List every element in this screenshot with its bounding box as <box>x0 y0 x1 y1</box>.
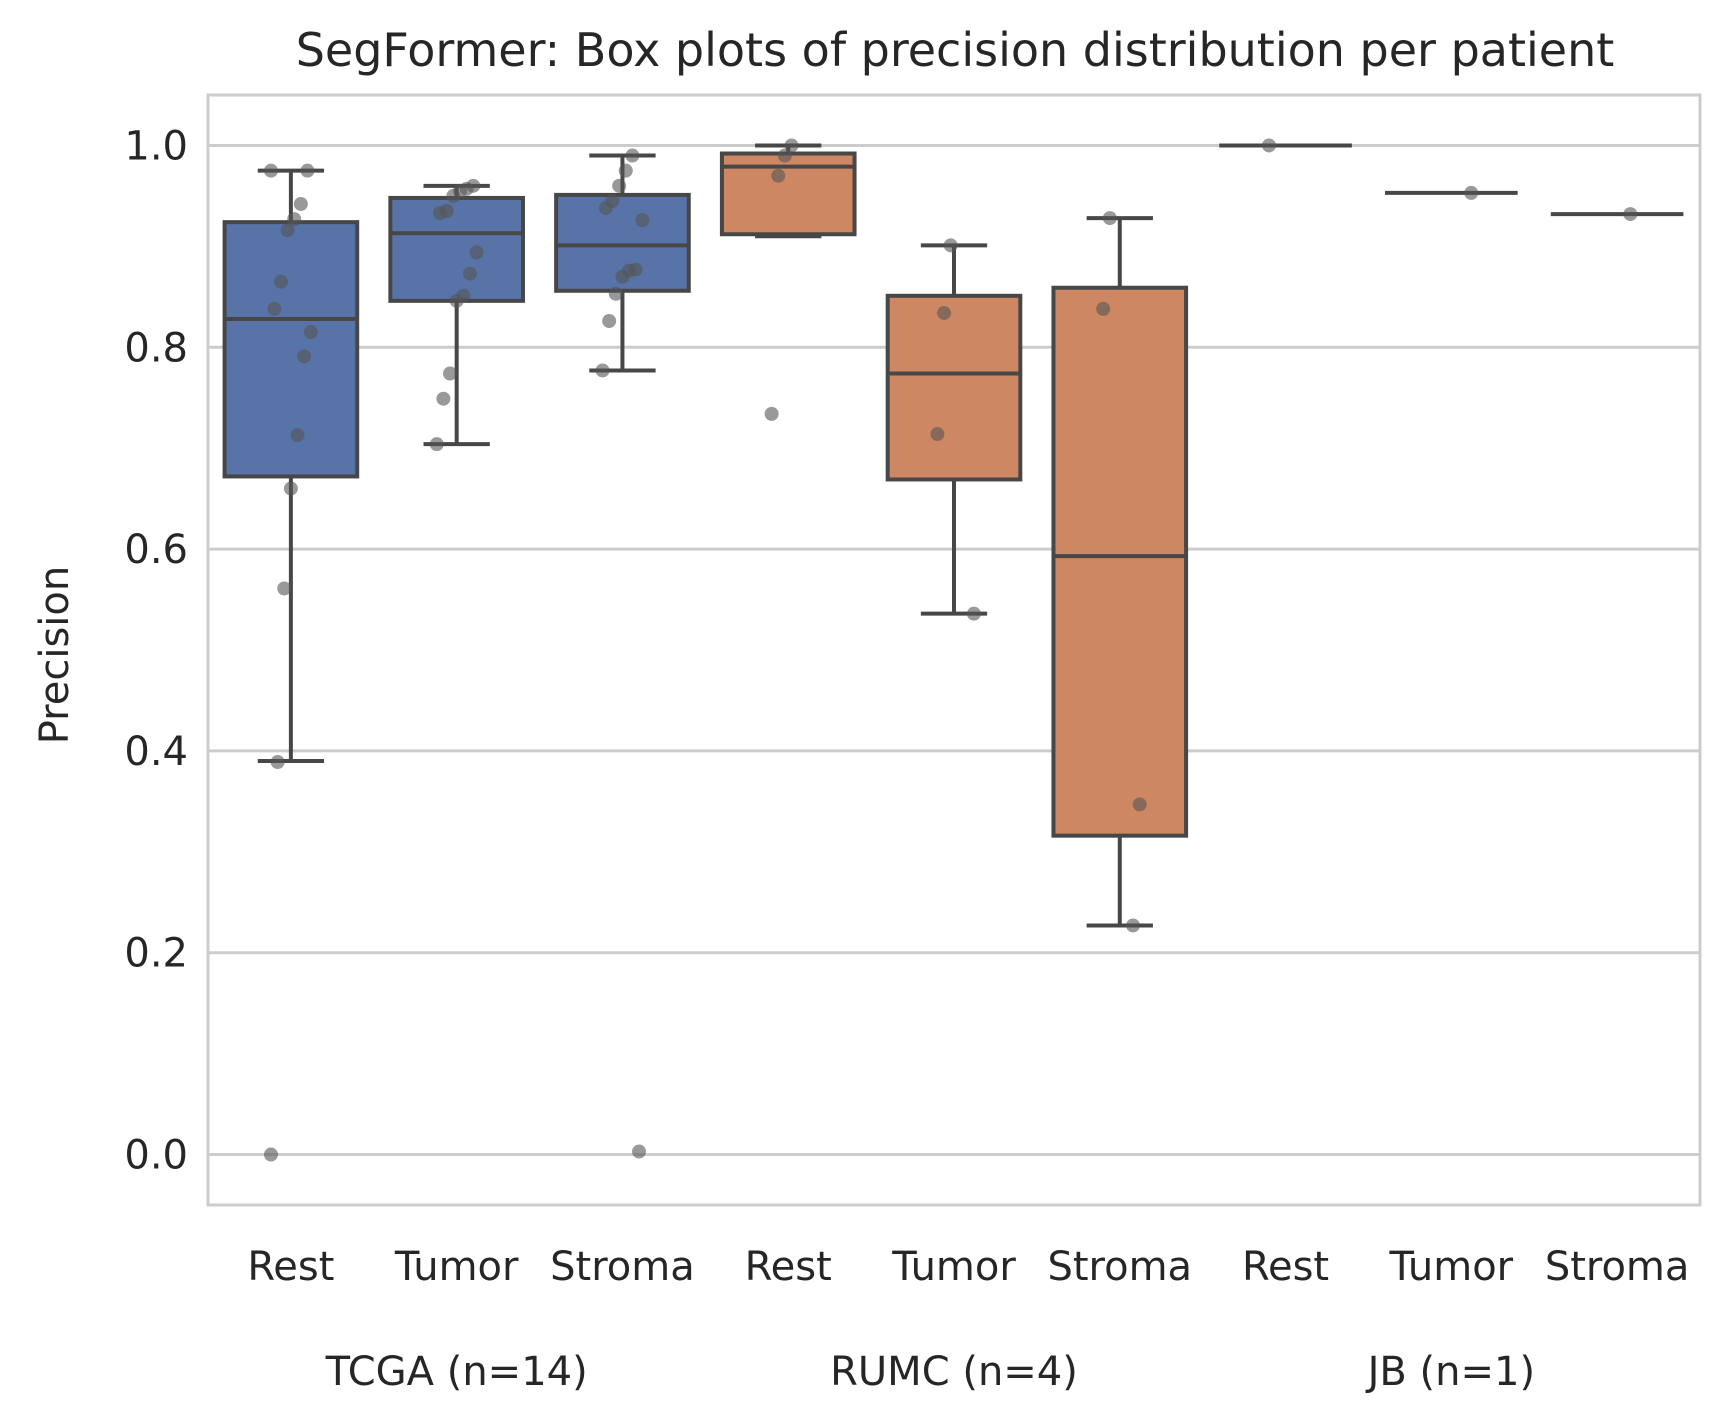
data-point <box>595 363 610 378</box>
x-tick-label: Stroma <box>550 1244 695 1290</box>
group-label: TCGA (n=14) <box>325 1349 588 1395</box>
data-point <box>300 163 315 178</box>
box-tumor <box>885 243 1023 616</box>
box-body <box>222 220 360 479</box>
x-tick-label: Stroma <box>1545 1244 1690 1290</box>
data-point <box>937 305 952 320</box>
points <box>263 138 1638 1162</box>
data-point <box>608 286 623 301</box>
y-axis-label: Precision <box>32 566 78 744</box>
data-point <box>1102 211 1117 226</box>
data-point <box>618 163 633 178</box>
y-tick-label: 0.6 <box>124 527 188 573</box>
data-point <box>287 212 302 227</box>
data-point <box>303 325 318 340</box>
data-point <box>764 406 779 421</box>
data-point <box>297 349 312 364</box>
data-point <box>966 606 981 621</box>
box-rest <box>719 143 857 239</box>
data-point <box>436 391 451 406</box>
data-point <box>280 223 295 238</box>
data-point <box>784 138 799 153</box>
group-label: JB (n=1) <box>1365 1349 1535 1395</box>
x-tick-label: Tumor <box>1389 1244 1514 1290</box>
group-label: RUMC (n=4) <box>830 1349 1078 1395</box>
chart-title: SegFormer: Box plots of precision distri… <box>296 23 1615 77</box>
data-point <box>1132 797 1147 812</box>
data-point <box>943 238 958 253</box>
y-tick-label: 0.8 <box>124 325 188 371</box>
box-body <box>388 195 525 303</box>
boxes <box>222 143 1684 928</box>
x-tick-label: Rest <box>1242 1244 1329 1290</box>
data-point <box>469 245 484 260</box>
box-tumor <box>388 183 525 447</box>
data-point <box>263 1147 278 1162</box>
data-point <box>446 188 461 203</box>
plot-frame <box>206 93 1702 1207</box>
group-labels: TCGA (n=14) RUMC (n=4) JB (n=1) <box>325 1349 1535 1395</box>
y-tick-label: 0.0 <box>124 1133 188 1179</box>
data-point <box>267 301 282 316</box>
data-point <box>443 366 458 381</box>
data-point <box>273 274 288 289</box>
data-point <box>602 314 617 329</box>
data-point <box>612 178 627 193</box>
data-point <box>625 148 640 163</box>
data-point <box>270 755 285 770</box>
box-body <box>1051 285 1189 838</box>
data-point <box>1126 918 1141 933</box>
y-tick-label: 0.2 <box>124 931 188 977</box>
data-point <box>263 163 278 178</box>
data-point <box>462 266 477 281</box>
data-point <box>777 148 792 163</box>
y-tick-label: 0.4 <box>124 729 188 775</box>
x-tick-label: Rest <box>247 1244 334 1290</box>
x-tick-labels: Rest Tumor Stroma Rest Tumor Stroma Rest Tumor S… <box>247 1244 1689 1290</box>
data-point <box>449 293 464 308</box>
data-point <box>277 581 292 596</box>
y-tick-labels: 0.0 0.2 0.4 0.6 0.8 1.0 <box>124 123 188 1178</box>
data-point <box>615 269 630 284</box>
data-point <box>290 428 305 443</box>
x-tick-label: Rest <box>745 1244 832 1290</box>
x-tick-label: Tumor <box>394 1244 519 1290</box>
data-point <box>1464 185 1479 200</box>
box-stroma <box>1051 216 1189 928</box>
data-point <box>930 427 945 442</box>
x-tick-label: Stroma <box>1047 1244 1192 1290</box>
x-tick-label: Tumor <box>891 1244 1016 1290</box>
data-point <box>771 168 786 183</box>
data-point <box>433 206 448 221</box>
data-point <box>635 213 650 228</box>
data-point <box>429 437 444 452</box>
data-point <box>283 481 298 496</box>
data-point <box>598 201 613 216</box>
data-point <box>293 196 308 211</box>
data-point <box>1261 138 1276 153</box>
data-point <box>1623 207 1638 222</box>
data-point <box>632 1144 647 1159</box>
y-tick-label: 1.0 <box>124 123 188 169</box>
box-body <box>885 293 1023 482</box>
data-point <box>1096 301 1111 316</box>
